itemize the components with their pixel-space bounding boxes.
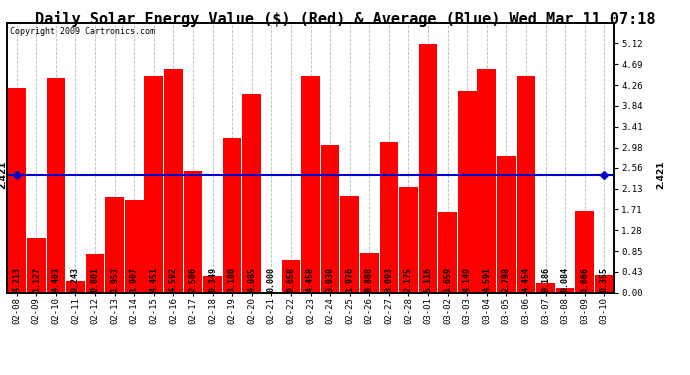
Text: 4.592: 4.592: [169, 267, 178, 291]
Text: 0.186: 0.186: [541, 267, 550, 291]
Text: 2.798: 2.798: [502, 267, 511, 291]
Text: 4.149: 4.149: [463, 267, 472, 291]
Text: 4.454: 4.454: [522, 267, 531, 291]
Text: 0.084: 0.084: [561, 267, 570, 291]
Text: Copyright 2009 Cartronics.com: Copyright 2009 Cartronics.com: [10, 27, 155, 36]
Bar: [302, 76, 319, 292]
Text: 0.808: 0.808: [365, 267, 374, 291]
Bar: [556, 288, 575, 292]
Bar: [86, 254, 104, 292]
Bar: [340, 196, 359, 292]
Bar: [477, 69, 496, 292]
Text: 1.953: 1.953: [110, 267, 119, 291]
Bar: [27, 238, 46, 292]
Text: 2.506: 2.506: [188, 267, 197, 291]
Bar: [8, 87, 26, 292]
Bar: [380, 142, 398, 292]
Text: 1.907: 1.907: [130, 267, 139, 291]
Text: 1.976: 1.976: [345, 267, 354, 291]
Bar: [399, 187, 417, 292]
Text: 1.666: 1.666: [580, 267, 589, 291]
Text: 1.659: 1.659: [443, 267, 452, 291]
Bar: [360, 253, 379, 292]
Bar: [438, 212, 457, 292]
Text: 0.355: 0.355: [600, 267, 609, 291]
Bar: [184, 171, 202, 292]
Text: 4.085: 4.085: [247, 267, 256, 291]
Bar: [458, 91, 477, 292]
Text: 0.349: 0.349: [208, 267, 217, 291]
Text: 2.421: 2.421: [0, 160, 7, 189]
Bar: [419, 44, 437, 292]
Text: 2.421: 2.421: [657, 160, 666, 189]
Text: 4.403: 4.403: [51, 267, 60, 291]
Bar: [575, 211, 594, 292]
Text: 4.591: 4.591: [482, 267, 491, 291]
Bar: [595, 275, 613, 292]
Bar: [66, 280, 85, 292]
Bar: [517, 76, 535, 292]
Bar: [497, 156, 515, 292]
Text: 0.801: 0.801: [90, 267, 99, 291]
Text: 5.116: 5.116: [424, 267, 433, 291]
Bar: [223, 138, 241, 292]
Bar: [125, 200, 144, 292]
Text: Daily Solar Energy Value ($) (Red) & Average (Blue) Wed Mar 11 07:18: Daily Solar Energy Value ($) (Red) & Ave…: [34, 11, 655, 27]
Text: 3.093: 3.093: [384, 267, 393, 291]
Bar: [321, 145, 339, 292]
Text: 0.658: 0.658: [286, 267, 295, 291]
Bar: [242, 94, 261, 292]
Text: 0.243: 0.243: [71, 267, 80, 291]
Text: 0.000: 0.000: [267, 267, 276, 291]
Text: 4.213: 4.213: [12, 267, 21, 291]
Bar: [106, 198, 124, 292]
Bar: [144, 76, 163, 292]
Bar: [282, 261, 300, 292]
Bar: [164, 69, 183, 292]
Bar: [204, 276, 222, 292]
Text: 3.030: 3.030: [326, 267, 335, 291]
Text: 1.127: 1.127: [32, 267, 41, 291]
Bar: [536, 284, 555, 292]
Text: 4.458: 4.458: [306, 267, 315, 291]
Text: 2.175: 2.175: [404, 267, 413, 291]
Text: 4.451: 4.451: [149, 267, 158, 291]
Bar: [46, 78, 65, 292]
Text: 3.180: 3.180: [228, 267, 237, 291]
